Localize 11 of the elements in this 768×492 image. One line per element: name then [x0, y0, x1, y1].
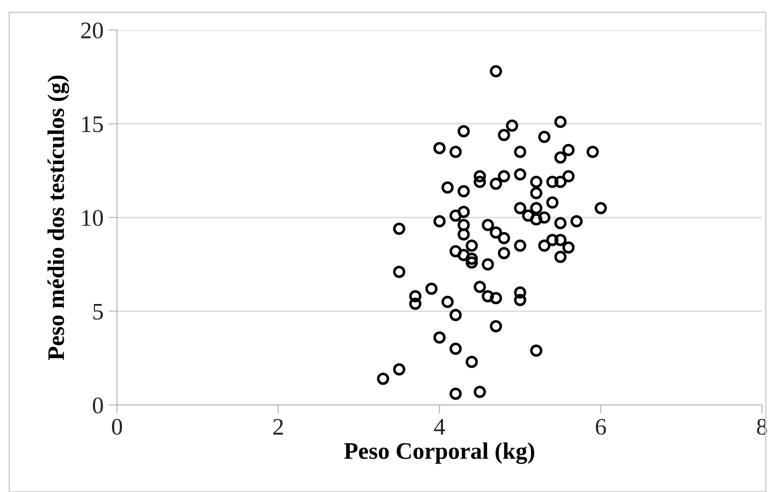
x-axis-title: Peso Corporal (kg)	[344, 442, 534, 464]
y-tick-label: 15	[82, 116, 103, 132]
y-tick-label: 5	[93, 304, 103, 320]
x-tick-label: 6	[596, 418, 606, 435]
y-tick-label: 20	[81, 22, 103, 38]
x-tick-label: 4	[434, 419, 446, 435]
x-tick-label: 2	[273, 418, 283, 435]
y-axis-title: Peso médio dos testículos (g)	[47, 76, 70, 360]
y-tick-label: 10	[82, 210, 103, 226]
x-tick-label: 0	[112, 418, 122, 435]
y-tick-label: 0	[92, 397, 103, 414]
